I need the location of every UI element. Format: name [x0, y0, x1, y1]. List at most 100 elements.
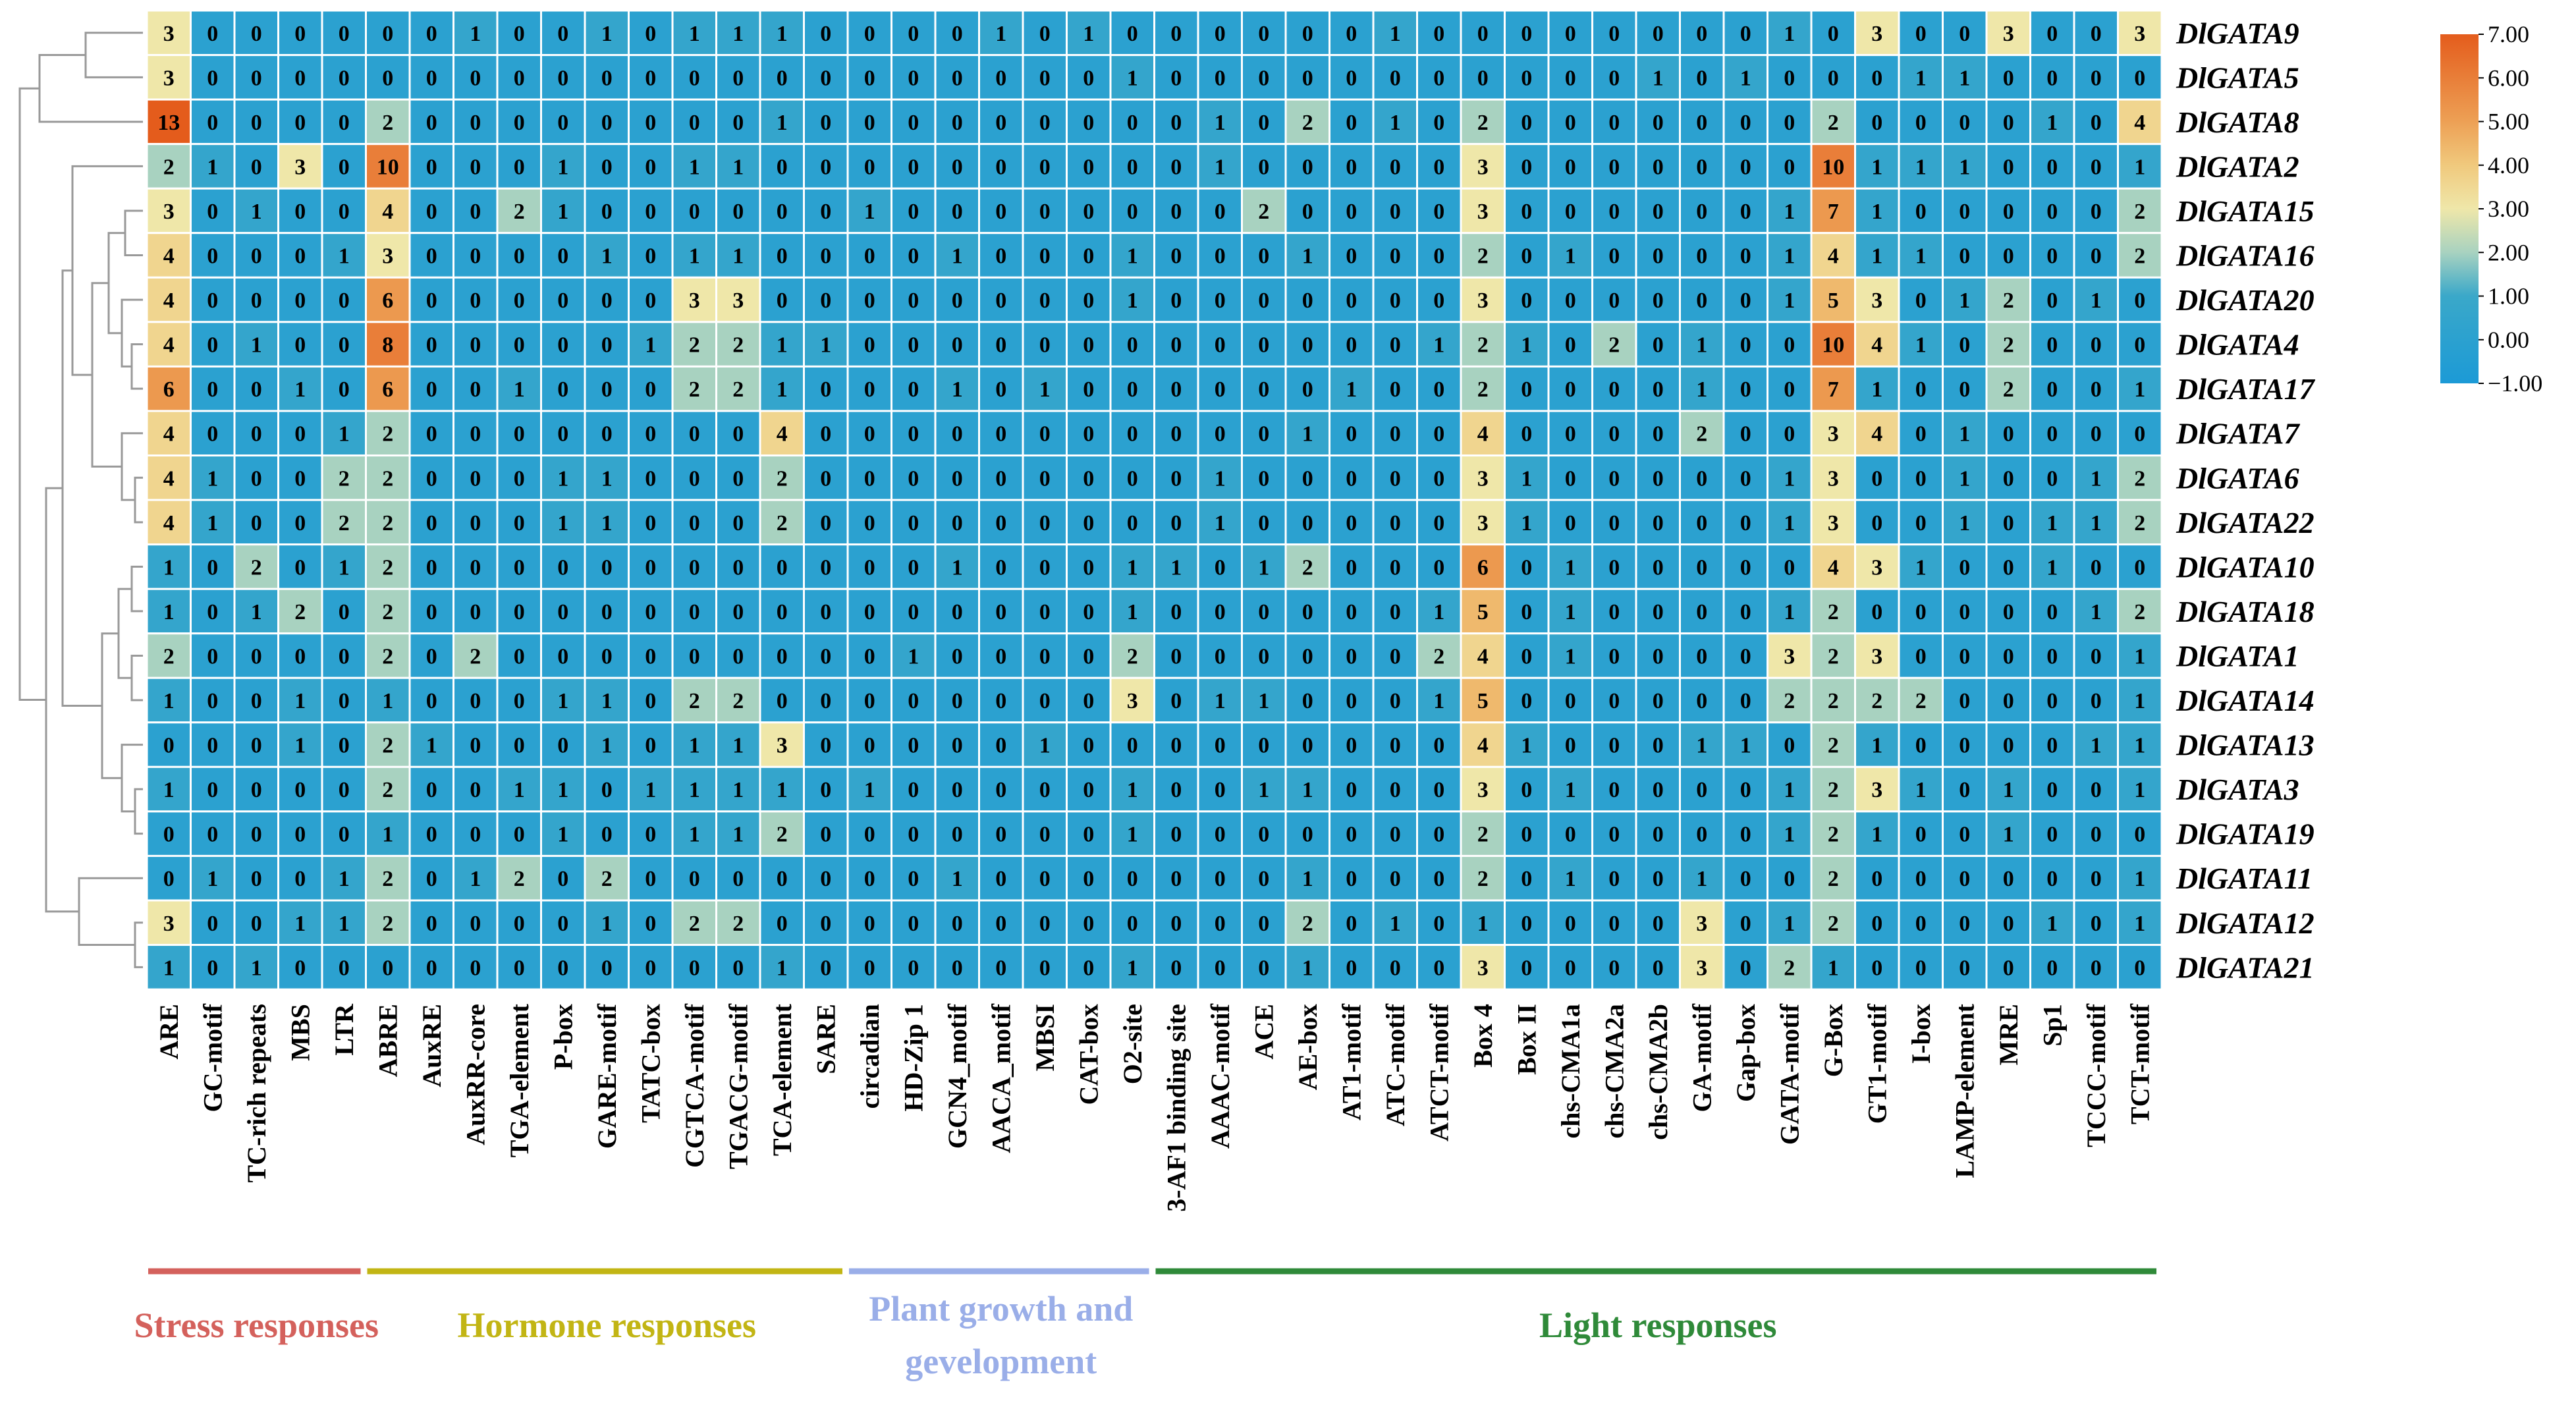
cell-value: 0 [1521, 867, 1532, 891]
cell-value: 0 [207, 823, 218, 847]
cell-value: 0 [1170, 956, 1182, 980]
cell-value: 0 [2046, 600, 2058, 624]
cell-value: 0 [163, 867, 175, 891]
heatmap-cell [1547, 499, 1593, 546]
cell-value: 0 [1215, 956, 1226, 980]
heatmap-cell [408, 944, 454, 991]
heatmap-cell [1460, 276, 1506, 323]
cell-value: 1 [514, 778, 525, 802]
cell-value: 1 [908, 644, 919, 669]
cell-value: 0 [1740, 823, 1751, 847]
heatmap-cell [715, 232, 761, 279]
column-label: P-box [549, 1004, 578, 1070]
cell-value: 1 [1828, 956, 1839, 980]
cell-value: 0 [952, 288, 963, 313]
cell-value: 0 [1565, 155, 1576, 179]
heatmap-cell [1635, 588, 1681, 635]
cell-value: 0 [1740, 689, 1751, 713]
column-label: ABRE [373, 1004, 403, 1077]
cell-value: 1 [1521, 511, 1532, 536]
column-label: LAMP-element [1950, 1003, 1980, 1178]
cell-value: 1 [689, 155, 700, 179]
cell-value: 2 [1828, 867, 1839, 891]
heatmap-cell [1504, 543, 1550, 590]
heatmap-cell [2117, 98, 2163, 146]
cell-value: 0 [514, 244, 525, 269]
cell-value: 1 [1215, 689, 1226, 713]
cell-value: 0 [1608, 155, 1620, 179]
cell-value: 0 [645, 867, 656, 891]
cell-value: 0 [470, 823, 481, 847]
cell-value: 0 [2091, 333, 2102, 358]
heatmap-cell [321, 810, 367, 857]
cell-value: 0 [1696, 511, 1707, 536]
cell-value: 0 [2046, 466, 2058, 491]
heatmap-cell [1109, 187, 1155, 234]
cell-value: 0 [601, 155, 613, 179]
cell-value: 2 [1828, 912, 1839, 936]
heatmap-cell [1372, 54, 1418, 101]
cell-value: 0 [689, 66, 700, 90]
cell-value: 0 [864, 333, 875, 358]
cell-value: 5 [1477, 689, 1489, 713]
cell-value: 1 [1390, 111, 1401, 135]
heatmap-cell [934, 9, 980, 57]
heatmap-cell [1985, 143, 2031, 190]
cell-value: 0 [1170, 66, 1182, 90]
cell-value: 2 [1828, 644, 1839, 669]
heatmap-cell [1504, 9, 1550, 57]
cell-value: 1 [689, 22, 700, 46]
cell-value: 0 [864, 422, 875, 447]
heatmap-cell [715, 765, 761, 813]
heatmap-cell [1722, 543, 1768, 590]
column-label: CGTCA-motif [680, 1003, 709, 1168]
heatmap-cell [1985, 632, 2031, 679]
cell-value: 0 [251, 734, 262, 758]
heatmap-cell [277, 276, 323, 323]
cell-value: 0 [2003, 644, 2014, 669]
cell-value: 0 [601, 778, 613, 802]
cell-value: 0 [1915, 644, 1927, 669]
heatmap-cell [803, 187, 849, 234]
cell-value: 0 [163, 734, 175, 758]
color-legend: 7.006.005.004.003.002.001.000.00−1.00 [2440, 21, 2542, 397]
cell-value: 0 [1390, 333, 1401, 358]
cell-value: 1 [294, 734, 306, 758]
cell-value: 0 [1083, 734, 1094, 758]
cell-value: 0 [1608, 22, 1620, 46]
cell-value: 0 [1390, 956, 1401, 980]
cell-value: 0 [207, 111, 218, 135]
heatmap-cell [759, 365, 805, 412]
heatmap-cell [365, 9, 411, 57]
cell-value: 4 [163, 244, 175, 269]
cell-value: 0 [1346, 823, 1357, 847]
heatmap-cell [1022, 365, 1068, 412]
cell-value: 7 [1828, 200, 1839, 224]
cell-value: 0 [1784, 377, 1795, 402]
cell-value: 0 [2003, 867, 2014, 891]
cell-value: 0 [2003, 600, 2014, 624]
cell-value: 0 [732, 867, 744, 891]
cell-value: 0 [339, 689, 350, 713]
heatmap-cell [1329, 588, 1375, 635]
cell-value: 0 [2003, 66, 2014, 90]
cell-value: 0 [2091, 155, 2102, 179]
cell-value: 0 [2091, 778, 2102, 802]
heatmap-cell [891, 499, 937, 546]
row-label: DlGATA1 [2176, 639, 2299, 673]
cell-value: 0 [1565, 956, 1576, 980]
cell-value: 0 [426, 200, 437, 224]
cell-value: 0 [995, 600, 1006, 624]
cell-value: 4 [163, 288, 175, 313]
cell-value: 0 [294, 66, 306, 90]
cell-value: 0 [995, 689, 1006, 713]
cell-value: 0 [1083, 333, 1094, 358]
cell-value: 1 [1127, 244, 1138, 269]
cell-value: 0 [2003, 689, 2014, 713]
cell-value: 2 [163, 644, 175, 669]
heatmap-cell [1153, 632, 1199, 679]
heatmap-cell [277, 944, 323, 991]
cell-value: 1 [1127, 66, 1138, 90]
cell-value: 0 [645, 422, 656, 447]
cell-value: 0 [820, 778, 831, 802]
